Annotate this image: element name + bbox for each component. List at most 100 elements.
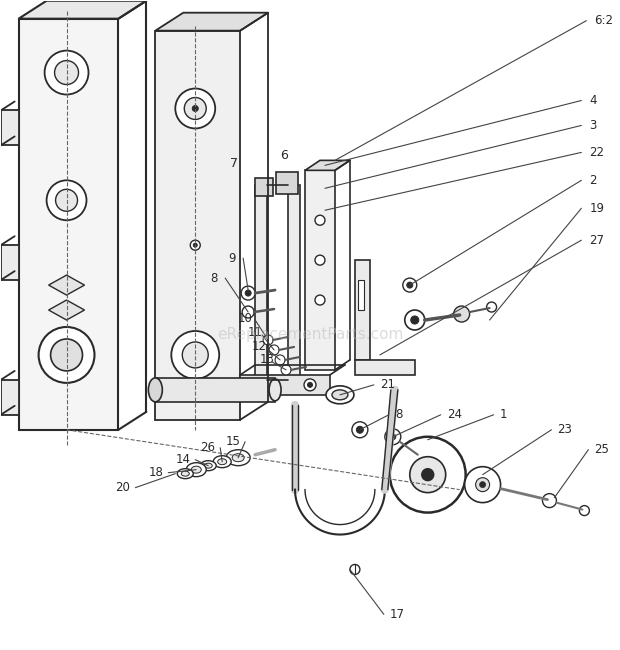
Ellipse shape — [200, 461, 216, 471]
Text: 21: 21 — [380, 378, 395, 391]
Bar — [276, 172, 298, 194]
Text: 11: 11 — [248, 326, 263, 339]
Text: 23: 23 — [557, 423, 572, 436]
Circle shape — [487, 302, 497, 312]
Polygon shape — [355, 260, 370, 360]
Polygon shape — [1, 380, 19, 415]
Polygon shape — [48, 275, 84, 295]
Circle shape — [542, 493, 556, 508]
Circle shape — [281, 365, 291, 375]
Text: 12: 12 — [252, 341, 267, 354]
Bar — [156, 378, 275, 402]
Circle shape — [385, 429, 401, 445]
Text: eReplacementParts.com: eReplacementParts.com — [217, 328, 403, 343]
Circle shape — [315, 295, 325, 305]
Text: 26: 26 — [200, 441, 215, 454]
Text: 9: 9 — [228, 252, 236, 265]
Circle shape — [390, 437, 466, 513]
Text: 17: 17 — [390, 608, 405, 621]
Ellipse shape — [213, 456, 231, 468]
Ellipse shape — [269, 379, 281, 401]
Ellipse shape — [177, 469, 193, 478]
Circle shape — [38, 327, 94, 383]
Text: 18: 18 — [148, 466, 163, 479]
Circle shape — [350, 564, 360, 575]
Polygon shape — [1, 111, 19, 146]
Polygon shape — [255, 185, 267, 380]
Circle shape — [45, 51, 89, 94]
Circle shape — [258, 382, 263, 387]
Circle shape — [580, 506, 590, 515]
Circle shape — [480, 482, 485, 488]
Circle shape — [193, 243, 197, 247]
Circle shape — [182, 342, 208, 368]
Circle shape — [184, 98, 206, 120]
Circle shape — [192, 105, 198, 112]
Circle shape — [308, 382, 312, 387]
Text: 25: 25 — [595, 443, 609, 456]
Text: 10: 10 — [238, 311, 253, 324]
Ellipse shape — [204, 463, 212, 468]
Circle shape — [411, 316, 418, 324]
Circle shape — [403, 278, 417, 292]
Text: 15: 15 — [225, 436, 240, 448]
Polygon shape — [355, 360, 415, 375]
Circle shape — [275, 355, 285, 365]
Circle shape — [405, 310, 425, 330]
Text: 4: 4 — [590, 94, 597, 107]
Bar — [255, 178, 273, 196]
Circle shape — [263, 335, 273, 345]
Text: 22: 22 — [590, 146, 604, 159]
Polygon shape — [305, 161, 350, 170]
Circle shape — [51, 339, 82, 371]
Text: 1: 1 — [500, 408, 507, 421]
Text: 2: 2 — [590, 174, 597, 187]
Text: 6:2: 6:2 — [595, 14, 613, 27]
Ellipse shape — [226, 450, 250, 465]
Circle shape — [56, 189, 78, 211]
Text: 14: 14 — [175, 453, 190, 466]
Text: 20: 20 — [115, 481, 130, 494]
Circle shape — [407, 282, 413, 288]
Ellipse shape — [332, 390, 348, 400]
Ellipse shape — [191, 466, 202, 473]
Polygon shape — [19, 1, 146, 19]
Circle shape — [356, 426, 363, 434]
Circle shape — [171, 331, 219, 379]
Text: 19: 19 — [590, 202, 604, 214]
Ellipse shape — [186, 463, 206, 476]
Polygon shape — [48, 300, 84, 320]
Polygon shape — [288, 185, 300, 380]
Circle shape — [241, 286, 255, 300]
Ellipse shape — [326, 386, 354, 404]
Text: 13: 13 — [260, 354, 275, 367]
Ellipse shape — [181, 471, 189, 476]
Circle shape — [352, 422, 368, 437]
Polygon shape — [156, 13, 268, 31]
Circle shape — [175, 88, 215, 129]
Text: 6: 6 — [280, 149, 288, 162]
Text: 27: 27 — [590, 234, 604, 247]
Text: 3: 3 — [590, 119, 596, 132]
Circle shape — [55, 60, 79, 84]
Text: 8: 8 — [395, 408, 402, 421]
Polygon shape — [19, 19, 118, 430]
Text: 7: 7 — [230, 157, 238, 170]
Circle shape — [269, 345, 279, 355]
Bar — [358, 280, 364, 310]
Text: 24: 24 — [446, 408, 462, 421]
Circle shape — [454, 306, 469, 322]
Ellipse shape — [148, 378, 162, 402]
Polygon shape — [1, 245, 19, 280]
Circle shape — [315, 255, 325, 265]
Circle shape — [304, 379, 316, 391]
Circle shape — [254, 379, 266, 391]
Ellipse shape — [232, 454, 244, 462]
Ellipse shape — [218, 459, 227, 465]
Text: 8: 8 — [210, 272, 218, 285]
Polygon shape — [240, 375, 330, 395]
Circle shape — [476, 478, 490, 491]
Circle shape — [390, 434, 396, 440]
Circle shape — [422, 469, 434, 480]
Polygon shape — [305, 170, 335, 370]
